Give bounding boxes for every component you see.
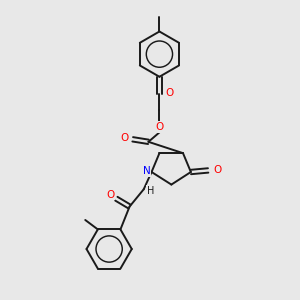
Text: O: O: [214, 165, 222, 175]
Text: O: O: [106, 190, 114, 200]
Text: O: O: [121, 133, 129, 143]
Text: N: N: [143, 167, 150, 176]
Text: O: O: [165, 88, 174, 98]
Text: O: O: [155, 122, 164, 132]
Text: H: H: [147, 186, 154, 196]
